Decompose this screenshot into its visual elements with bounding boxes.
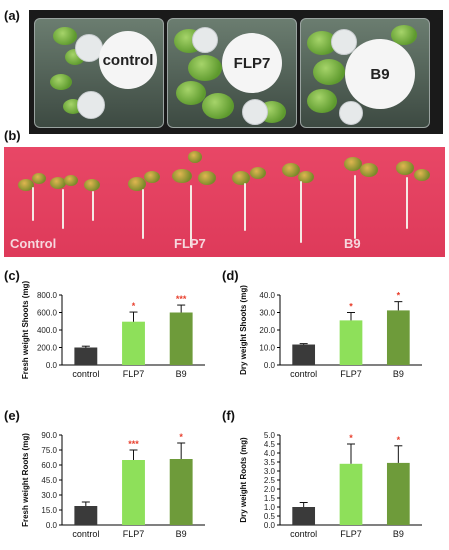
bar-b9 <box>169 312 193 365</box>
y-tick-label: 2.5 <box>264 476 276 485</box>
bar-b9 <box>169 459 193 525</box>
significance-marker: * <box>132 301 136 311</box>
y-tick-label: 0.5 <box>264 512 276 521</box>
plate-label-b9: B9 <box>370 65 390 83</box>
y-tick-label: 0.0 <box>46 361 58 370</box>
bar-control <box>74 347 98 365</box>
y-tick-label: 20.0 <box>259 326 275 335</box>
y-tick-label: 5.0 <box>264 431 276 440</box>
y-tick-label: 40.0 <box>259 291 275 300</box>
x-tick-label: B9 <box>176 529 187 539</box>
y-tick-label: 800.0 <box>37 291 58 300</box>
x-tick-label: control <box>72 529 99 539</box>
x-tick-label: B9 <box>176 369 187 379</box>
y-tick-label: 3.0 <box>264 467 276 476</box>
seedling-label-b9: B9 <box>344 236 361 251</box>
y-tick-label: 200.0 <box>37 344 58 353</box>
bar-flp7 <box>122 460 145 525</box>
chart-fresh-weight-roots: 0.0 15.0 30.0 45.0 60.0 75.0 90.0 Fresh weight … <box>21 431 205 539</box>
y-tick-label: 4.5 <box>264 440 276 449</box>
x-tick-label: FLP7 <box>340 529 362 539</box>
x-tick-label: control <box>290 529 317 539</box>
panel-label-d: (d) <box>222 268 239 283</box>
x-tick-label: B9 <box>393 529 404 539</box>
y-tick-label: 15.0 <box>41 506 57 515</box>
bar-flp7 <box>339 463 363 525</box>
y-tick-label: 30.0 <box>41 491 57 500</box>
photo-plant-containers: control FLP7 B9 <box>29 10 443 134</box>
significance-marker: * <box>397 291 401 301</box>
container-control: control <box>34 18 164 128</box>
y-tick-label: 90.0 <box>41 431 57 440</box>
panel-label-f: (f) <box>222 408 235 423</box>
y-tick-label: 4.0 <box>264 449 276 458</box>
y-axis-label: Fresh weight Roots (mg) <box>21 433 30 527</box>
y-tick-label: 2.0 <box>264 485 276 494</box>
seedling-label-control: Control <box>10 236 57 251</box>
bar-flp7 <box>339 320 363 365</box>
y-tick-label: 60.0 <box>41 461 57 470</box>
significance-marker: * <box>349 302 353 312</box>
y-tick-label: 1.0 <box>264 503 276 512</box>
chart-dry-weight-roots: 0.00.51.01.52.02.53.03.54.04.55.0 Dry wei… <box>239 431 422 539</box>
panel-label-b: (b) <box>4 128 21 143</box>
panel-label-a: (a) <box>4 8 20 23</box>
seedling-label-flp7: FLP7 <box>174 236 206 251</box>
x-tick-label: FLP7 <box>340 369 362 379</box>
panel-label-c: (c) <box>4 268 20 283</box>
x-tick-label: control <box>72 369 99 379</box>
container-flp7: FLP7 <box>167 18 297 128</box>
plate-label-control: control <box>102 51 154 69</box>
y-tick-label: 3.5 <box>264 458 276 467</box>
y-tick-label: 0.0 <box>264 521 276 530</box>
y-tick-label: 0.0 <box>46 521 58 530</box>
significance-marker: * <box>179 432 183 442</box>
y-axis-label: Dry weight Shoots (mg) <box>239 285 248 375</box>
y-tick-label: 45.0 <box>41 476 57 485</box>
x-tick-label: B9 <box>393 369 404 379</box>
bar-control <box>292 344 316 365</box>
chart-dry-weight-shoots: 0.0 10.0 20.0 30.0 40.0 Dry weight Shoots (mg… <box>239 285 422 379</box>
bar-flp7 <box>122 321 145 365</box>
plate-flp7: FLP7 <box>222 33 282 93</box>
plate-control: control <box>99 31 157 89</box>
y-axis-label: Fresh weight Shoots (mg) <box>21 281 30 380</box>
chart-fresh-weight-shoots: 0.0 200.0 400.0 600.0 800.0 Fresh weight Shoo… <box>21 281 205 380</box>
y-tick-label: 10.0 <box>259 344 275 353</box>
photo-seedlings: Control FLP7 B9 <box>4 147 445 257</box>
y-tick-label: 600.0 <box>37 309 58 318</box>
panel-label-e: (e) <box>4 408 20 423</box>
significance-marker: * <box>397 435 401 445</box>
y-tick-label: 75.0 <box>41 446 57 455</box>
y-axis-label: Dry weight Roots (mg) <box>239 437 248 523</box>
bar-b9 <box>386 462 410 525</box>
bar-b9 <box>386 310 410 365</box>
container-b9: B9 <box>300 18 430 128</box>
y-tick-label: 1.5 <box>264 494 276 503</box>
plate-b9: B9 <box>345 39 415 109</box>
plate-label-flp7: FLP7 <box>233 54 271 72</box>
bar-control <box>74 506 98 525</box>
y-tick-label: 0.0 <box>264 361 276 370</box>
x-tick-label: control <box>290 369 317 379</box>
x-tick-label: FLP7 <box>123 529 145 539</box>
x-tick-label: FLP7 <box>123 369 145 379</box>
bar-control <box>292 507 316 525</box>
y-tick-label: 400.0 <box>37 326 58 335</box>
significance-marker: *** <box>128 439 139 449</box>
y-tick-label: 30.0 <box>259 309 275 318</box>
significance-marker: *** <box>176 294 187 304</box>
significance-marker: * <box>349 433 353 443</box>
